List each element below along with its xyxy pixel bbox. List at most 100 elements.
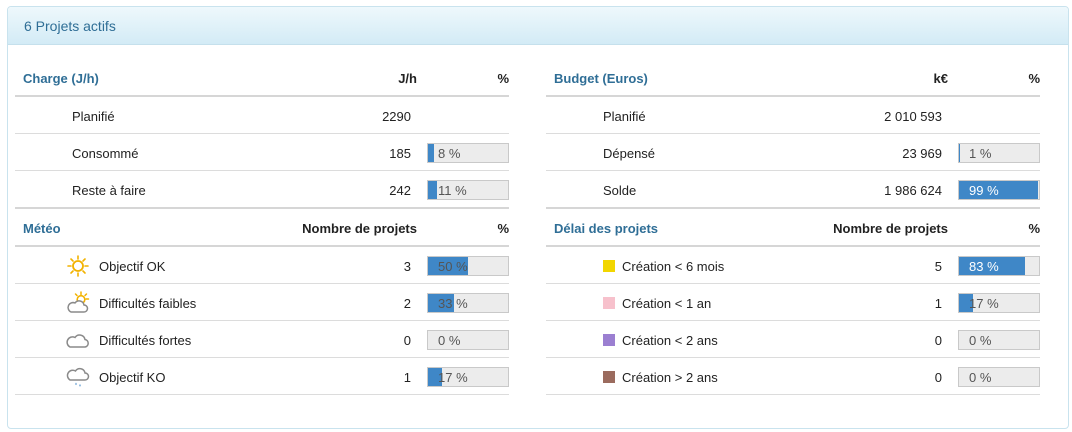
- row-value: 0: [934, 370, 942, 385]
- budget-col-keur: k€: [933, 71, 948, 86]
- progress-bar: 0 %: [958, 367, 1040, 387]
- progress-pct: 83 %: [969, 259, 999, 274]
- progress-bar: 83 %: [958, 256, 1040, 276]
- meteo-title: Météo: [23, 221, 61, 236]
- row-value: 2290: [382, 109, 411, 124]
- row-value: 242: [389, 183, 411, 198]
- row-label: Objectif KO: [99, 370, 166, 385]
- row-value: 0: [403, 333, 411, 348]
- progress-fill: [959, 181, 1039, 199]
- charge-row-consomme: Consommé 185 8 %: [15, 134, 509, 171]
- progress-bar: 8 %: [427, 143, 509, 163]
- progress-pct: 0 %: [969, 370, 992, 385]
- row-value: 3: [403, 259, 411, 274]
- sun-icon: [67, 255, 89, 277]
- progress-pct: 99 %: [969, 183, 999, 198]
- row-label: Difficultés faibles: [99, 296, 197, 311]
- delai-col-count: Nombre de projets: [833, 221, 948, 236]
- progress-bar: 50 %: [427, 256, 509, 276]
- meteo-col-pct: %: [497, 221, 509, 236]
- meteo-row-ok: Objectif OK 3 50 %: [15, 247, 509, 284]
- budget-row-depense: Dépensé 23 969 1 %: [546, 134, 1040, 171]
- charge-header: Charge (J/h) J/h %: [15, 59, 509, 97]
- progress-fill: [428, 181, 437, 199]
- right-column: Budget (Euros) k€ % Planifié 2 010 593 D…: [546, 59, 1040, 395]
- progress-pct: 17 %: [969, 296, 999, 311]
- progress-pct: 33 %: [438, 296, 468, 311]
- row-label: Planifié: [72, 109, 115, 124]
- row-label: Consommé: [72, 146, 139, 161]
- charge-col-jh: J/h: [398, 71, 417, 86]
- progress-bar: 17 %: [427, 367, 509, 387]
- progress-bar: 0 %: [427, 330, 509, 350]
- meteo-col-count: Nombre de projets: [302, 221, 417, 236]
- progress-pct: 17 %: [438, 370, 468, 385]
- progress-bar: 11 %: [427, 180, 509, 200]
- row-value: 1: [403, 370, 411, 385]
- progress-fill: [428, 144, 435, 162]
- meteo-header: Météo Nombre de projets %: [15, 209, 509, 247]
- row-value: 5: [934, 259, 942, 274]
- charge-row-planifie: Planifié 2290: [15, 97, 509, 134]
- budget-row-solde: Solde 1 986 624 99 %: [546, 171, 1040, 209]
- budget-header: Budget (Euros) k€ %: [546, 59, 1040, 97]
- color-swatch: [603, 334, 615, 346]
- panel-header: 6 Projets actifs: [8, 7, 1068, 45]
- color-swatch: [603, 260, 615, 272]
- progress-bar: 17 %: [958, 293, 1040, 313]
- delai-title: Délai des projets: [554, 221, 659, 236]
- row-label: Dépensé: [603, 146, 656, 161]
- progress-fill: [959, 257, 1026, 275]
- budget-title: Budget (Euros): [554, 71, 648, 86]
- charge-col-pct: %: [497, 71, 509, 86]
- progress-pct: 1 %: [969, 146, 992, 161]
- color-swatch: [603, 371, 615, 383]
- active-projects-panel: 6 Projets actifs: [7, 6, 1069, 429]
- rain-cloud-icon: [66, 367, 90, 387]
- delai-row-6mois: Création < 6 mois 5 83 %: [546, 247, 1040, 284]
- progress-bar: 0 %: [958, 330, 1040, 350]
- row-value: 1: [934, 296, 942, 311]
- meteo-row-fortes: Difficultés fortes 0 0 %: [15, 321, 509, 358]
- row-label: Création < 2 ans: [622, 333, 718, 348]
- progress-fill: [959, 294, 973, 312]
- progress-pct: 8 %: [438, 146, 461, 161]
- meteo-row-ko: Objectif KO 1 17 %: [15, 358, 509, 395]
- delai-row-2ans: Création < 2 ans 0 0 %: [546, 321, 1040, 358]
- row-value: 0: [934, 333, 942, 348]
- delai-header: Délai des projets Nombre de projets %: [546, 209, 1040, 247]
- sun-cloud-icon: [67, 291, 90, 313]
- charge-title: Charge (J/h): [23, 71, 99, 86]
- left-column: Charge (J/h) J/h % Planifié 2290 Consomm…: [15, 59, 509, 395]
- progress-fill: [428, 257, 468, 275]
- budget-col-pct: %: [1028, 71, 1040, 86]
- progress-pct: 0 %: [969, 333, 992, 348]
- row-label: Objectif OK: [99, 259, 166, 274]
- progress-pct: 11 %: [438, 183, 467, 198]
- progress-bar: 33 %: [427, 293, 509, 313]
- row-value: 2 010 593: [884, 109, 942, 124]
- panel-title: 6 Projets actifs: [24, 18, 116, 34]
- meteo-row-faibles: Difficultés faibles 2 33 %: [15, 284, 509, 321]
- row-value: 2: [403, 296, 411, 311]
- color-swatch: [603, 297, 615, 309]
- progress-bar: 99 %: [958, 180, 1040, 200]
- budget-row-planifie: Planifié 2 010 593: [546, 97, 1040, 134]
- delai-col-pct: %: [1028, 221, 1040, 236]
- row-value: 1 986 624: [884, 183, 942, 198]
- delai-row-1an: Création < 1 an 1 17 %: [546, 284, 1040, 321]
- cloud-icon: [66, 334, 89, 348]
- row-label: Solde: [603, 183, 637, 198]
- charge-row-reste: Reste à faire 242 11 %: [15, 171, 509, 209]
- row-label: Planifié: [603, 109, 646, 124]
- delai-row-plus-2ans: Création > 2 ans 0 0 %: [546, 358, 1040, 395]
- row-value: 185: [389, 146, 411, 161]
- progress-pct: 0 %: [438, 333, 461, 348]
- row-label: Création < 1 an: [622, 296, 712, 311]
- progress-fill: [428, 368, 442, 386]
- progress-pct: 50 %: [438, 259, 468, 274]
- progress-fill: [959, 144, 960, 162]
- row-value: 23 969: [902, 146, 942, 161]
- row-label: Création > 2 ans: [622, 370, 718, 385]
- row-label: Difficultés fortes: [99, 333, 192, 348]
